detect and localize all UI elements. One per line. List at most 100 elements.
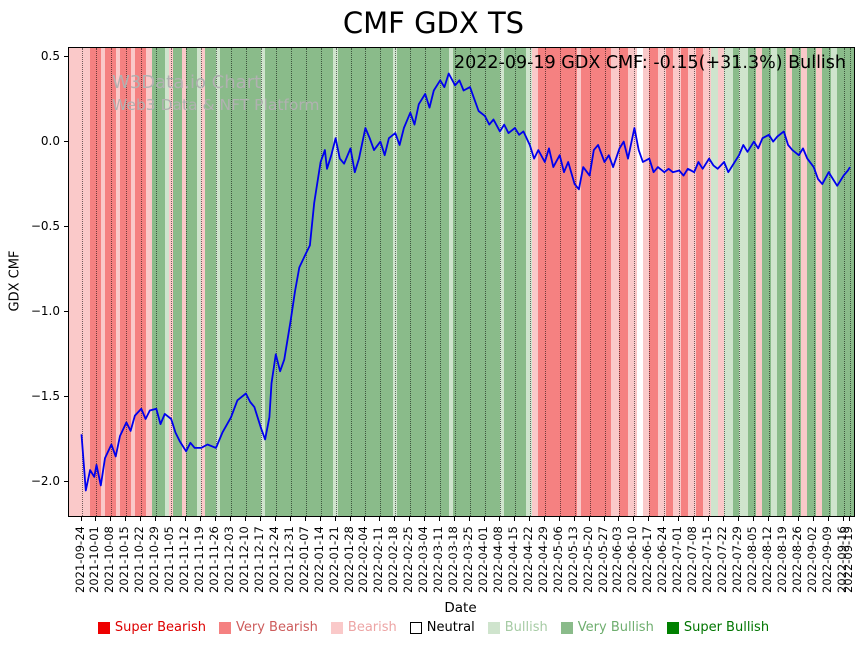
x-gridline <box>843 48 845 516</box>
x-gridline <box>709 48 711 516</box>
x-tick-label: 2022-03-18 <box>446 526 461 593</box>
x-tick-label: 2022-02-11 <box>371 526 386 593</box>
x-tick-label: 2022-05-13 <box>565 526 580 593</box>
x-tick-mark <box>513 517 515 521</box>
x-tick-mark <box>125 517 127 521</box>
sentiment-band-bullish <box>196 48 202 516</box>
legend: Super Bearish Very Bearish Bearish Neutral B… <box>0 620 867 635</box>
x-tick-mark <box>663 517 665 521</box>
x-tick-mark <box>454 517 456 521</box>
x-tick-label: 2022-01-28 <box>341 526 356 593</box>
x-gridline <box>649 48 651 516</box>
sentiment-band-very_bearish <box>119 48 131 516</box>
sentiment-band-bearish <box>531 48 539 516</box>
sentiment-band-bullish <box>499 48 505 516</box>
x-tick-mark <box>394 517 396 521</box>
x-tick-label: 2021-11-05 <box>162 526 177 593</box>
x-tick-label: 2022-04-01 <box>475 526 490 593</box>
x-tick-mark <box>812 517 814 521</box>
chart-title: CMF GDX TS <box>342 6 525 40</box>
legend-item-super-bullish: Super Bullish <box>666 620 769 635</box>
sentiment-band-very_bullish <box>822 48 831 516</box>
sentiment-band-very_bullish <box>220 48 261 516</box>
x-gridline <box>230 48 232 516</box>
sentiment-band-bearish <box>145 48 152 516</box>
sentiment-band-bearish <box>115 48 120 516</box>
x-tick-mark <box>319 517 321 521</box>
x-tick-mark <box>849 517 850 521</box>
x-tick-mark <box>483 517 485 521</box>
x-tick-label: 2022-07-01 <box>670 526 685 593</box>
legend-label: Super Bearish <box>114 620 206 635</box>
x-gridline <box>694 48 696 516</box>
x-axis-label: Date <box>444 600 477 616</box>
legend-item-bullish: Bullish <box>487 620 548 635</box>
x-gridline <box>753 48 755 516</box>
legend-item-very-bullish: Very Bullish <box>560 620 654 635</box>
x-tick-label: 2022-02-04 <box>356 526 371 593</box>
x-tick-mark <box>244 517 246 521</box>
x-tick-mark <box>304 517 306 521</box>
x-tick-label: 2022-07-29 <box>730 526 744 593</box>
x-gridline <box>440 48 442 516</box>
x-gridline <box>111 48 113 516</box>
y-tick-mark <box>64 55 68 57</box>
sentiment-band-bullish <box>525 48 532 516</box>
current-value-annotation: 2022-09-19 GDX CMF: -0.15(+31.3%) Bullis… <box>454 53 846 73</box>
sentiment-band-neutral <box>636 48 643 516</box>
x-tick-label: 2022-04-22 <box>520 526 535 593</box>
sentiment-band-very_bearish <box>666 48 673 516</box>
y-tick-label: 0.5 <box>40 48 60 63</box>
sentiment-band-very_bearish <box>90 48 101 516</box>
x-tick-label: 2022-04-15 <box>505 526 520 593</box>
x-tick-label: 2022-07-15 <box>700 526 715 593</box>
watermark: W3Data.io Chart Web3 Data & NFT Platform <box>112 70 320 117</box>
x-gridline <box>410 48 412 516</box>
x-tick-mark <box>200 517 202 521</box>
x-tick-mark <box>603 517 605 521</box>
x-gridline <box>739 48 740 516</box>
x-gridline <box>96 48 98 516</box>
plot-area <box>68 47 855 517</box>
x-tick-label: 2021-11-19 <box>192 526 207 593</box>
legend-swatch <box>487 621 500 634</box>
x-tick-label: 2022-03-04 <box>416 526 431 593</box>
x-tick-label: 2022-03-11 <box>431 526 446 593</box>
sentiment-band-bearish <box>69 48 91 516</box>
x-tick-mark <box>185 517 187 521</box>
legend-label: Bullish <box>504 620 548 635</box>
x-gridline <box>604 48 606 516</box>
x-gridline <box>201 48 203 516</box>
x-tick-label: 2021-12-31 <box>281 526 296 593</box>
sentiment-band-bearish <box>169 48 174 516</box>
x-tick-mark <box>155 517 157 521</box>
x-tick-mark <box>424 517 426 521</box>
x-tick-mark <box>140 517 142 521</box>
sentiment-band-bullish <box>739 48 748 516</box>
x-tick-label: 2022-09-02 <box>804 526 819 593</box>
x-tick-label: 2021-10-08 <box>102 526 117 593</box>
y-tick-mark <box>64 310 68 312</box>
legend-swatch <box>560 621 573 634</box>
x-tick-mark <box>274 517 276 521</box>
sentiment-band-very_bullish <box>151 48 165 516</box>
x-tick-mark <box>842 517 844 521</box>
sentiment-band-very_bearish <box>649 48 658 516</box>
x-gridline <box>470 48 472 516</box>
x-tick-label: 2021-10-29 <box>147 526 162 593</box>
x-gridline <box>216 48 218 516</box>
x-tick-mark <box>334 517 336 521</box>
x-tick-label: 2022-09-09 <box>819 526 834 593</box>
x-gridline <box>783 48 785 516</box>
legend-label: Very Bearish <box>236 620 318 635</box>
x-gridline <box>156 48 158 516</box>
cmf-line <box>80 72 851 492</box>
x-tick-label: 2021-12-03 <box>221 526 236 593</box>
sentiment-band-bearish <box>181 48 187 516</box>
x-tick-mark <box>170 517 172 521</box>
legend-swatch <box>409 621 422 634</box>
x-tick-mark <box>633 517 635 521</box>
x-tick-label: 2021-12-24 <box>266 526 281 593</box>
x-tick-mark <box>558 517 560 521</box>
x-tick-mark <box>573 517 575 521</box>
